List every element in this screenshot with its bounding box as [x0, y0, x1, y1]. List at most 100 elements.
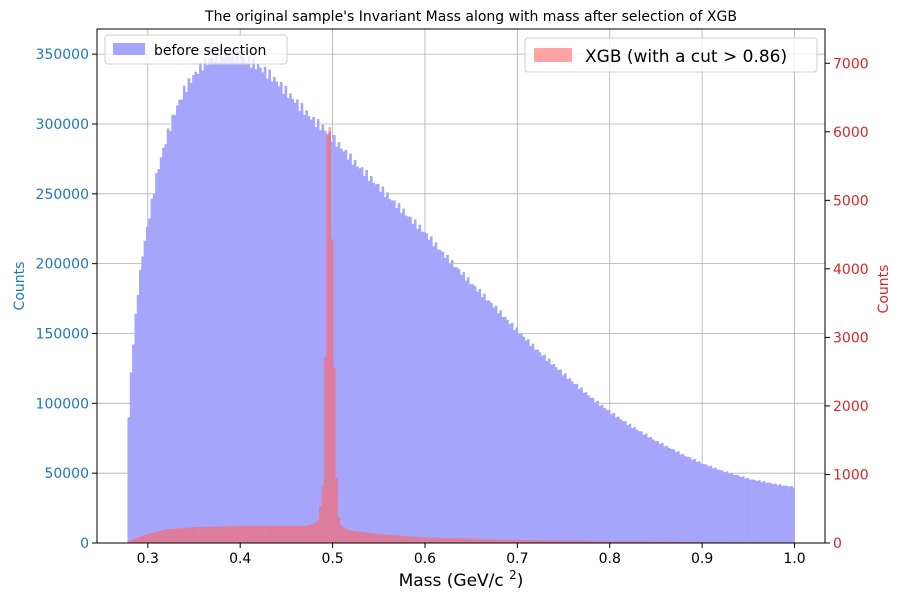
bar-before-selection — [358, 168, 362, 543]
bar-xgb — [178, 528, 181, 543]
bar-before-selection — [654, 440, 657, 543]
bar-before-selection — [360, 167, 364, 543]
bar-before-selection — [716, 469, 720, 543]
bar-before-selection — [739, 477, 743, 543]
bar-xgb — [333, 367, 336, 543]
y-axis-left: 0 50000 100000 150000 200000 250000 300000 3500… — [36, 47, 97, 552]
bar-before-selection — [268, 69, 271, 543]
bar-xgb — [462, 538, 465, 543]
bar-before-selection — [291, 98, 295, 543]
bar-before-selection — [240, 55, 244, 543]
bar-xgb — [503, 539, 507, 543]
bar-xgb — [455, 538, 459, 543]
bar-before-selection — [469, 284, 472, 543]
x-axis: 0.3 0.4 0.5 0.6 0.7 0.8 0.9 1.0 — [137, 543, 806, 567]
bar-xgb — [141, 535, 144, 543]
bar-xgb — [635, 541, 639, 543]
bar-xgb — [252, 525, 255, 543]
bar-before-selection — [610, 414, 613, 543]
bar-xgb — [129, 540, 133, 543]
bar-before-selection — [175, 105, 179, 543]
bar-before-selection — [305, 110, 308, 543]
bar-xgb — [194, 527, 198, 543]
bar-xgb — [441, 537, 445, 543]
bar-before-selection — [427, 240, 431, 544]
bar-xgb — [397, 535, 401, 543]
bar-before-selection — [776, 485, 780, 543]
bar-before-selection — [732, 474, 736, 543]
bar-before-selection — [709, 465, 713, 543]
bar-before-selection — [222, 58, 225, 543]
bar-before-selection — [450, 260, 454, 543]
bar-before-selection — [196, 73, 200, 543]
x-tick-label: 1.0 — [783, 551, 805, 567]
bar-before-selection — [208, 58, 211, 544]
bar-before-selection — [155, 173, 158, 543]
bar-before-selection — [679, 454, 683, 543]
bar-before-selection — [342, 151, 345, 543]
bar-xgb — [162, 530, 165, 543]
bar-before-selection — [152, 193, 156, 544]
bar-before-selection — [166, 128, 170, 544]
bar-xgb — [702, 541, 706, 543]
bar-before-selection — [238, 60, 241, 544]
bar-xgb — [497, 539, 500, 543]
bar-before-selection — [630, 427, 634, 543]
legend-before-frame — [104, 34, 288, 65]
bar-xgb — [409, 536, 412, 543]
bar-xgb — [538, 540, 542, 543]
bar-before-selection — [591, 397, 595, 543]
bar-before-selection — [760, 482, 763, 543]
bar-before-selection — [748, 479, 752, 543]
bar-xgb — [522, 540, 526, 543]
y-axis-left-label: Counts — [12, 262, 28, 311]
bar-xgb — [337, 517, 341, 543]
bar-xgb — [443, 538, 447, 543]
bar-before-selection — [778, 484, 782, 543]
bar-before-selection — [490, 302, 493, 543]
y-left-tick-label: 50000 — [44, 466, 89, 482]
bar-before-selection — [372, 182, 375, 543]
bar-xgb — [372, 533, 375, 543]
bar-before-selection — [568, 378, 572, 543]
bar-before-selection — [566, 378, 569, 543]
bar-xgb — [148, 533, 151, 543]
x-axis-label: Mass (GeV/c 2) — [399, 568, 524, 591]
bar-before-selection — [231, 49, 235, 543]
bar-before-selection — [247, 56, 251, 544]
bar-before-selection — [189, 82, 193, 543]
y-right-tick-label: 1000 — [833, 467, 869, 483]
bar-before-selection — [670, 448, 673, 543]
bar-before-selection — [141, 256, 144, 543]
bar-xgb — [570, 540, 574, 543]
bar-before-selection — [672, 449, 676, 543]
bar-xgb — [584, 540, 588, 543]
bar-before-selection — [277, 86, 281, 544]
y-left-tick-label: 300000 — [36, 117, 89, 133]
bar-before-selection — [686, 456, 690, 543]
bar-before-selection — [351, 164, 355, 543]
bar-xgb — [640, 541, 643, 543]
bar-before-selection — [169, 131, 172, 543]
bar-xgb — [367, 532, 371, 543]
bar-xgb — [305, 525, 308, 543]
bar-before-selection — [164, 143, 168, 544]
bar-xgb — [245, 525, 248, 543]
bar-before-selection — [279, 82, 283, 543]
x-tick-label: 0.4 — [229, 551, 251, 567]
bar-before-selection — [270, 81, 274, 543]
bar-xgb — [383, 534, 387, 543]
bar-before-selection — [370, 176, 373, 543]
bar-xgb — [187, 527, 191, 543]
bar-before-selection — [619, 419, 623, 543]
bar-before-selection — [300, 103, 304, 543]
bar-xgb — [222, 526, 225, 543]
bar-before-selection — [503, 317, 507, 543]
bar-before-selection — [598, 405, 602, 543]
bar-before-selection — [210, 57, 214, 543]
bar-before-selection — [584, 392, 588, 543]
bar-xgb — [393, 535, 396, 543]
y-right-tick-label: 6000 — [833, 125, 869, 141]
bar-before-selection — [582, 392, 586, 543]
bar-xgb — [395, 535, 399, 543]
